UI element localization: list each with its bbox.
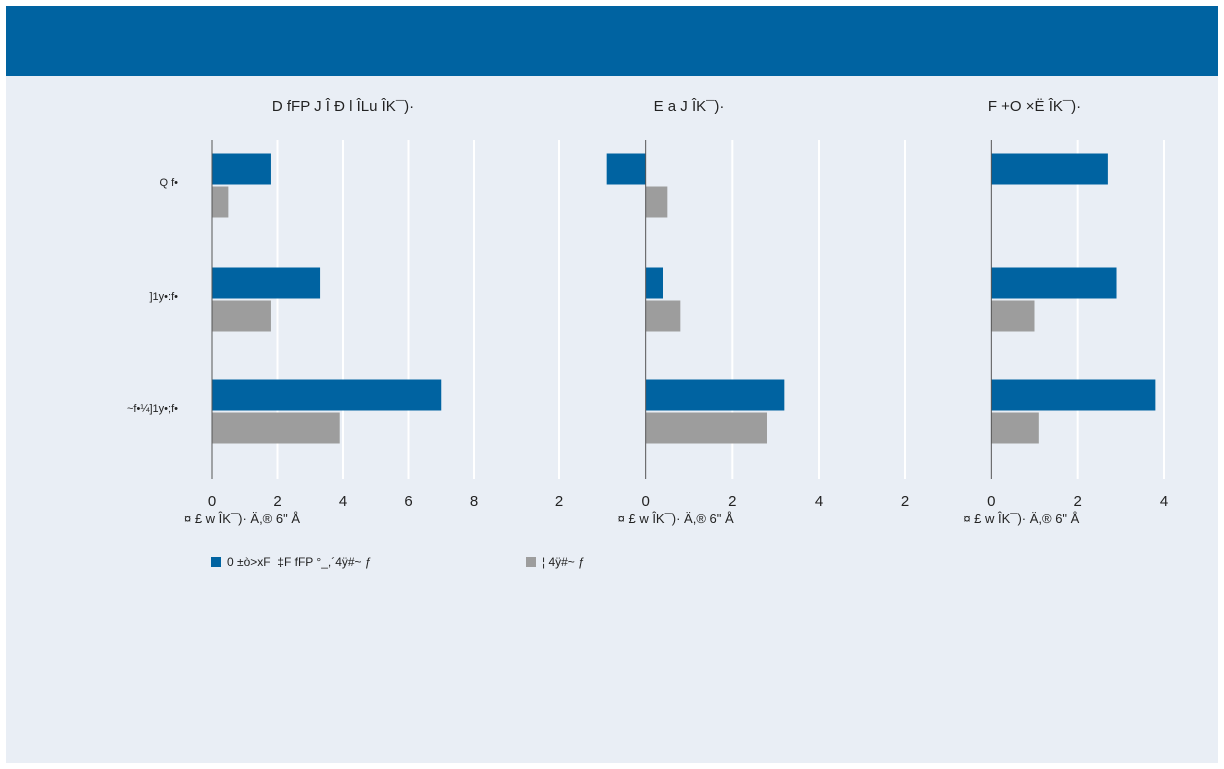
bar-series2 [991,300,1035,332]
legend-swatch-series1 [211,557,221,567]
bar-series2 [212,186,229,218]
header-bar [6,6,1218,76]
tick-label: 6 [404,493,412,510]
tick-label: 2 [728,493,736,510]
bar-series2 [645,300,681,332]
legend-label-series1: 0 ±ò>xF ‡F fFP °_,´4ÿ#~ ƒ [227,555,372,569]
bar-series1 [991,379,1156,411]
panel-title: F +O ×Ë ÎK¯)· [988,98,1081,115]
bar-series2 [212,300,271,332]
tick-label: 0 [987,493,995,510]
tick-label: 4 [339,493,347,510]
tick-label: 0 [641,493,649,510]
category-label: ]1y•:f• [150,291,179,303]
bar-series2 [645,412,767,444]
bar-series1 [991,153,1108,185]
legend-item-series2: ¦ 4ÿ#~ ƒ [526,555,585,569]
tick-label: 4 [815,493,823,510]
legend-label-series2: ¦ 4ÿ#~ ƒ [542,555,585,569]
tick-label: 2 [273,493,281,510]
tick-label: 0 [208,493,216,510]
category-label: ~f•¼]1y•;f• [127,403,178,415]
legend-item-series1: 0 ±ò>xF ‡F fFP °_,´4ÿ#~ ƒ [211,555,372,569]
bar-chart: Q f• ]1y•:f• ~f•¼]1y•;f• D fFP J Î Ð l ÎLu … [127,98,1168,526]
bar-series1 [645,267,663,299]
x-axis-label: ¤ £ w ÎK¯)· Ä,® 6" Å [618,511,734,526]
category-label: Q f• [159,177,178,189]
bar-series1 [212,153,271,185]
bar-series1 [212,267,321,299]
panel-title: D fFP J Î Ð l ÎLu ÎK¯)· [272,98,414,115]
bar-series1 [645,379,785,411]
tick-label: 8 [470,493,478,510]
x-axis-label: ¤ £ w ÎK¯)· Ä,® 6" Å [184,511,300,526]
tick-label: 2 [901,493,909,510]
bar-series2 [645,186,668,218]
tick-label: 4 [1160,493,1168,510]
panel-title: E a J ÎK¯)· [654,98,725,115]
bar-series1 [991,267,1117,299]
bar-series1 [606,153,646,185]
bar-series1 [212,379,442,411]
tick-label: 2 [1073,493,1081,510]
x-axis-label: ¤ £ w ÎK¯)· Ä,® 6" Å [963,511,1079,526]
tick-label: 2 [555,493,563,510]
bar-series2 [991,412,1039,444]
legend-swatch-series2 [526,557,536,567]
bar-series2 [212,412,340,444]
chart-frame: Q f• ]1y•:f• ~f•¼]1y•;f• D fFP J Î Ð l ÎLu … [6,6,1218,763]
